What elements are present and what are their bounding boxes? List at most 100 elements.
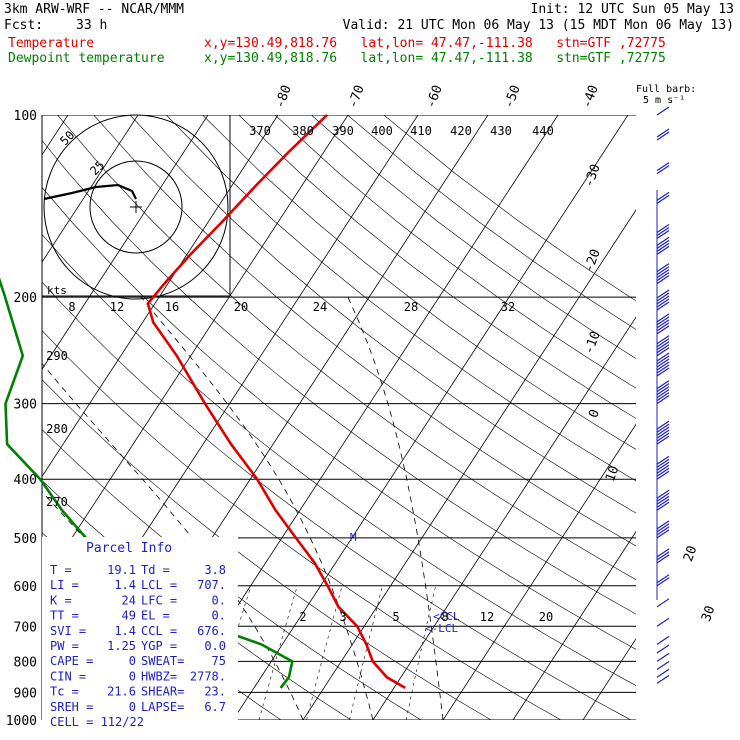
parcel-key: SWEAT= (141, 654, 184, 668)
isotherm (372, 316, 636, 720)
wind-barb (656, 341, 670, 351)
theta-label: 420 (450, 124, 472, 138)
wind-barb (656, 435, 670, 445)
wind-barb (656, 668, 670, 678)
pressure-label: 1000 (6, 714, 37, 729)
parcel-key: EL = (141, 609, 170, 623)
wind-barb (656, 263, 670, 273)
parcel-info-panel: Parcel Info T = 19.1 Td = 3.8 LI = 1.4 LCL = 707… (42, 537, 238, 729)
wind-barb (656, 367, 670, 377)
wind-barb (656, 292, 670, 302)
theta-label: 390 (332, 124, 354, 138)
parcel-key: CCL = (141, 624, 177, 638)
wind-barb (656, 423, 670, 433)
dry-adiabat (202, 115, 636, 450)
hodograph-units: kts (47, 284, 67, 297)
parcel-key: LFC = (141, 593, 177, 607)
dry-adiabat (383, 115, 636, 302)
dry-adiabat (42, 140, 636, 615)
wind-barb (656, 355, 670, 365)
wind-barb (656, 420, 670, 430)
moist-adiabat (140, 296, 374, 720)
parcel-key: LI = (50, 578, 79, 592)
wind-barb (656, 298, 670, 308)
wind-barb (656, 598, 670, 608)
parcel-value: 0. (212, 609, 226, 623)
wind-barb (656, 432, 670, 442)
wind-barb (656, 239, 670, 249)
wind-barb (656, 364, 670, 374)
dry-adiabat (238, 115, 636, 419)
parcel-key: SHEAR= (141, 685, 184, 699)
parcel-value: 1.4 (114, 578, 136, 592)
parcel-key: T = (50, 563, 72, 577)
wind-barb (656, 194, 670, 204)
isotherm (645, 102, 740, 733)
wind-barb (656, 347, 670, 357)
wind-barb (656, 426, 670, 436)
theta-label: 430 (490, 124, 512, 138)
wind-barb (656, 131, 670, 141)
theta-label: 400 (371, 124, 393, 138)
wind-barb (656, 389, 670, 399)
dry-adiabat (42, 330, 562, 720)
isotherm-label: -50 (502, 83, 524, 110)
wind-barb (656, 165, 670, 175)
isotherm (42, 115, 349, 585)
parcel-key: SREH = (50, 700, 93, 714)
hodograph-ring-25 (89, 160, 183, 254)
parcel-key: LCL = (141, 578, 177, 592)
isotherm (232, 115, 629, 720)
parcel-key: HWBZ= (141, 669, 177, 683)
parcel-key: LAPSE= (141, 700, 184, 714)
dry-adiabat (42, 233, 636, 686)
wind-barb (656, 245, 670, 255)
parcel-value: 49 (122, 609, 136, 623)
pressure-label: 200 (14, 291, 37, 306)
dry-adiabat (42, 281, 632, 720)
parcel-value: 75 (212, 654, 226, 668)
temperature-location: x,y=130.49,818.76 lat,lon= 47.47,-111.38… (204, 36, 666, 51)
parcel-key: YGP = (141, 639, 177, 653)
dry-adiabat (166, 115, 636, 482)
isotherm (302, 209, 636, 720)
wind-barb (656, 226, 670, 236)
wind-barb (656, 358, 670, 368)
wind-barb (656, 272, 670, 282)
wind-barb (656, 464, 670, 474)
pressure-label: 300 (14, 398, 37, 413)
isotherm (512, 530, 636, 720)
dry-adiabat (274, 115, 636, 389)
wind-barb (656, 526, 670, 536)
parcel-key: SVI = (50, 624, 86, 638)
mixing-ratio-label: 20 (539, 610, 553, 624)
isotherm-label: -20 (582, 247, 604, 274)
moist-adiabat (42, 362, 304, 720)
dry-adiabat (129, 115, 636, 514)
wind-barb (656, 162, 670, 172)
wind-barb (656, 554, 670, 564)
temperature-legend: Temperature (8, 36, 95, 51)
sounding-traces (0, 114, 406, 690)
parcel-key: K = (50, 593, 72, 607)
wind-barb (656, 574, 670, 584)
wind-barb (656, 361, 670, 371)
isotherm-label: -40 (580, 83, 602, 110)
isotherm (442, 423, 636, 720)
wind-barb (656, 617, 670, 627)
isotherm-label: 10 (603, 464, 622, 484)
dry-adiabat (42, 186, 636, 650)
dewpoint-legend: Dewpoint temperature (8, 51, 165, 66)
wind-barb (656, 106, 670, 116)
isotherm-label: -70 (346, 83, 368, 110)
parcel-value: 23. (204, 685, 226, 699)
parcel-value: 707. (197, 578, 226, 592)
parcel-value: 0. (212, 593, 226, 607)
wind-barb (656, 344, 670, 354)
pressure-label: 900 (14, 686, 37, 701)
wind-barb (656, 242, 670, 252)
isotherm-label: -60 (424, 83, 446, 110)
dry-adiabat (0, 115, 16, 733)
isotherm (42, 115, 209, 370)
theta-label: 380 (292, 124, 314, 138)
